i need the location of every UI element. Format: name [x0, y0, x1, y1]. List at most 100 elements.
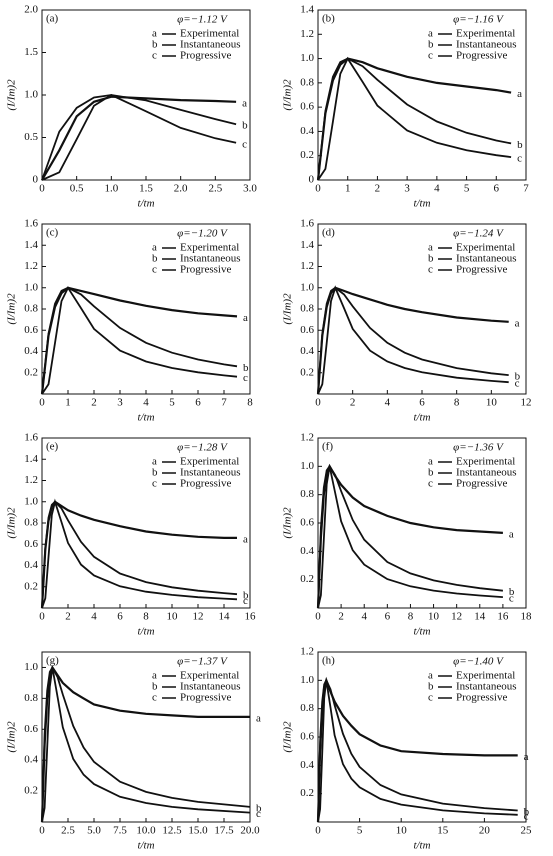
potential-label: φ=−1.37 V — [177, 656, 228, 668]
x-tick-label: 8 — [143, 611, 149, 623]
series-line — [317, 680, 518, 823]
curve-label: c — [256, 808, 261, 820]
x-tick-label: 25 — [521, 825, 533, 837]
legend-letter: b — [152, 681, 158, 693]
x-tick-label: 0 — [39, 611, 45, 623]
series-line — [317, 678, 518, 823]
y-tick-label: 0.5 — [24, 131, 38, 143]
x-tick-label: 6 — [117, 611, 123, 623]
y-tick-label: 1.0 — [300, 52, 314, 64]
series-line — [41, 498, 238, 609]
x-tick-label: 15.0 — [188, 825, 208, 837]
legend-letter: a — [152, 28, 157, 40]
legend-label: Progressive — [456, 264, 507, 276]
x-tick-label: 10 — [396, 825, 408, 837]
curve-label: c — [243, 372, 248, 384]
series-line — [317, 57, 512, 181]
x-tick-label: 2 — [91, 397, 97, 409]
x-tick-label: 2.5 — [208, 183, 222, 195]
panel-label: (a) — [46, 13, 59, 25]
y-tick-label: 0.6 — [24, 723, 38, 735]
legend-label: Instantaneous — [180, 467, 240, 479]
x-tick-label: 3.0 — [243, 183, 257, 195]
x-tick-label: 2 — [350, 397, 356, 409]
y-axis-label: (I/Im)2 — [6, 293, 18, 325]
potential-label: φ=−1.28 V — [177, 442, 228, 454]
y-tick-label: 0.4 — [300, 759, 314, 771]
legend-label: Progressive — [180, 50, 231, 62]
y-tick-label: 0.6 — [300, 517, 314, 529]
y-axis-label: (I/Im)2 — [282, 293, 294, 325]
legend-label: Experimental — [456, 28, 515, 40]
curve-label: a — [515, 317, 520, 329]
curve-label: a — [509, 528, 514, 540]
y-tick-label: 1.2 — [300, 260, 314, 272]
legend-letter: b — [428, 253, 434, 265]
legend-label: Instantaneous — [456, 681, 516, 693]
y-tick-label: 1.0 — [24, 89, 38, 101]
curve-label: b — [256, 802, 262, 814]
curve-label: a — [243, 312, 248, 324]
y-tick-label: 1.0 — [24, 495, 38, 507]
y-tick-label: 0 — [33, 174, 39, 186]
x-tick-label: 10 — [167, 611, 179, 623]
y-tick-label: 0.8 — [300, 303, 314, 315]
x-tick-label: 10 — [428, 611, 440, 623]
x-tick-label: 8 — [454, 397, 460, 409]
x-tick-label: 12 — [193, 611, 204, 623]
legend-label: Experimental — [456, 456, 515, 468]
series-line — [41, 665, 251, 823]
legend-label: Progressive — [456, 50, 507, 62]
x-tick-label: 2 — [375, 183, 381, 195]
y-tick-label: 1.0 — [24, 281, 38, 293]
curve-label: c — [243, 595, 248, 607]
legend-label: Instantaneous — [456, 39, 516, 51]
legend-letter: b — [152, 467, 158, 479]
y-tick-label: 1.0 — [24, 661, 38, 673]
y-axis-label: (I/Im)2 — [282, 507, 294, 539]
legend-label: Experimental — [180, 670, 239, 682]
legend-letter: c — [428, 50, 433, 62]
y-tick-label: 0.8 — [300, 702, 314, 714]
legend-letter: b — [428, 467, 434, 479]
x-tick-label: 3 — [117, 397, 123, 409]
legend-label: Instantaneous — [456, 467, 516, 479]
legend-letter: c — [428, 692, 433, 704]
y-tick-label: 0.8 — [300, 488, 314, 500]
x-tick-label: 4 — [385, 397, 391, 409]
series-line — [317, 285, 509, 395]
curve-label: a — [524, 751, 529, 763]
x-tick-label: 4 — [143, 397, 149, 409]
x-tick-label: 17.5 — [214, 825, 234, 837]
x-axis-label: t/tm — [137, 840, 154, 852]
y-tick-label: 1.4 — [300, 4, 314, 16]
legend-label: Progressive — [180, 692, 231, 704]
curve-label: c — [515, 378, 520, 390]
series-line — [41, 93, 237, 181]
x-tick-label: 8 — [247, 397, 253, 409]
series-line — [41, 285, 238, 395]
y-tick-label: 0.4 — [300, 345, 314, 357]
x-tick-label: 2 — [338, 611, 344, 623]
y-tick-label: 1.4 — [24, 239, 38, 251]
legend-label: Experimental — [456, 242, 515, 254]
legend-letter: a — [152, 670, 157, 682]
y-tick-label: 0.6 — [24, 538, 38, 550]
legend-letter: a — [428, 670, 433, 682]
series-line — [317, 466, 503, 609]
y-tick-label: 2.0 — [24, 4, 38, 16]
x-tick-label: 5 — [464, 183, 470, 195]
y-tick-label: 1.6 — [24, 432, 38, 444]
plot-frame — [317, 9, 527, 181]
x-tick-label: 0 — [315, 825, 321, 837]
x-tick-label: 14 — [474, 611, 486, 623]
x-tick-label: 20 — [479, 825, 491, 837]
legend-letter: b — [152, 39, 158, 51]
series-line — [41, 667, 251, 823]
series-line — [316, 57, 512, 181]
y-tick-label: 1.5 — [24, 46, 38, 58]
legend-label: Progressive — [180, 264, 231, 276]
potential-label: φ=−1.12 V — [177, 14, 228, 26]
curve-label: c — [524, 810, 529, 822]
